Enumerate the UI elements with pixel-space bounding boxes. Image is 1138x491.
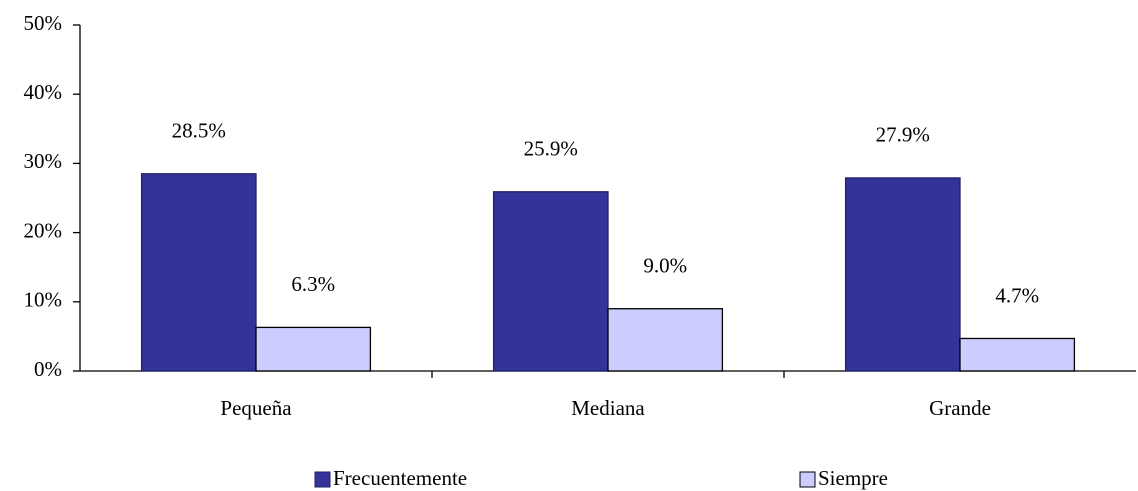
bar <box>844 177 961 372</box>
x-tick-label: Mediana <box>571 396 645 420</box>
value-label: 4.7% <box>995 283 1039 307</box>
y-tick-label: 10% <box>24 288 63 312</box>
value-label: 9.0% <box>643 254 687 278</box>
bar <box>140 173 257 372</box>
value-label: 6.3% <box>291 272 335 296</box>
value-label: 28.5% <box>172 119 226 143</box>
y-tick-label: 20% <box>24 218 63 242</box>
value-label: 27.9% <box>876 123 930 147</box>
bar <box>492 191 609 372</box>
x-tick-label: Grande <box>929 396 991 420</box>
value-label: 25.9% <box>524 137 578 161</box>
y-tick-label: 40% <box>24 80 63 104</box>
legend-label: Siempre <box>818 466 888 490</box>
y-tick-label: 50% <box>24 11 63 35</box>
bar <box>255 326 372 372</box>
x-tick-label: Pequeña <box>220 396 292 420</box>
legend-label: Frecuentemente <box>333 466 467 490</box>
y-tick-label: 0% <box>34 357 62 381</box>
y-tick-label: 30% <box>24 149 63 173</box>
bar <box>607 308 724 372</box>
bar <box>959 337 1076 372</box>
legend-swatch <box>799 471 816 488</box>
legend-swatch <box>314 471 331 488</box>
